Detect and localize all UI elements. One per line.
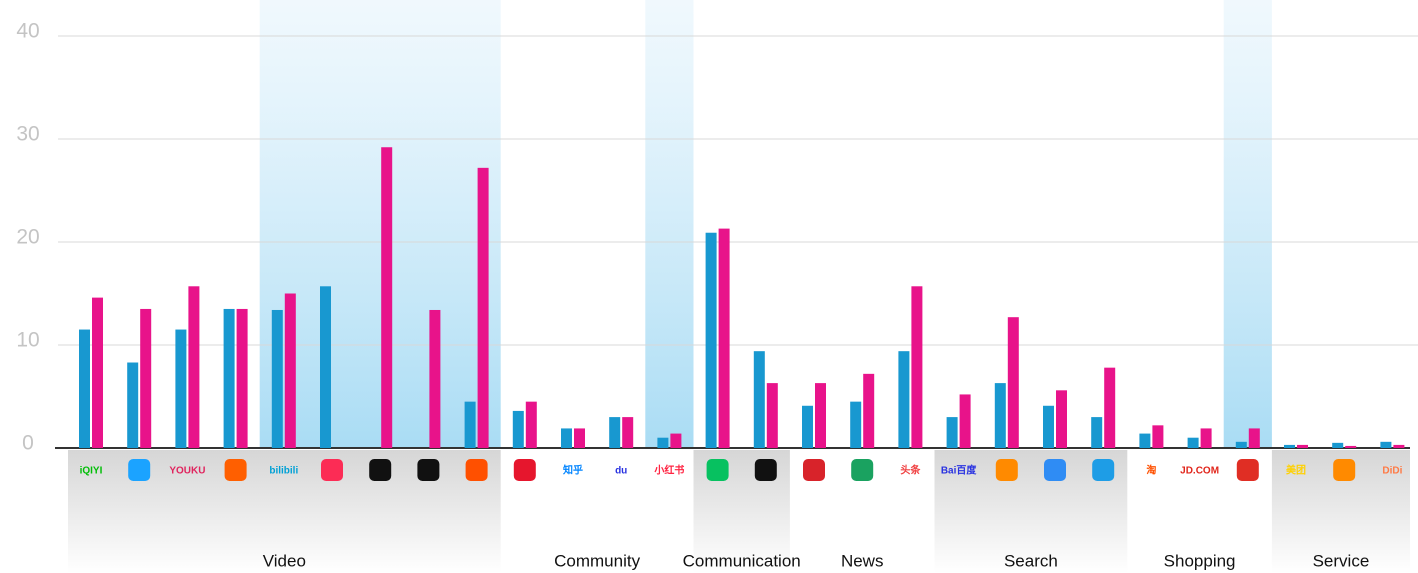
bar — [1249, 428, 1260, 448]
bar — [381, 147, 392, 448]
app-icon — [1092, 459, 1114, 481]
highlight-column — [1224, 0, 1272, 448]
app-icon — [996, 459, 1018, 481]
bar — [1380, 442, 1391, 448]
app-icon — [466, 459, 488, 481]
bar — [188, 286, 199, 448]
bar — [719, 229, 730, 448]
bar — [1104, 368, 1115, 448]
highlight-column — [645, 0, 693, 448]
bar — [1152, 425, 1163, 448]
bar — [1332, 443, 1343, 448]
bar — [320, 286, 331, 448]
bar — [670, 434, 681, 448]
bar — [140, 309, 151, 448]
y-tick-label: 10 — [16, 329, 39, 352]
bar — [1284, 445, 1295, 448]
app-icon — [225, 459, 247, 481]
bar — [1345, 446, 1356, 448]
y-tick-label: 30 — [16, 123, 39, 146]
bar — [574, 428, 585, 448]
group-label: News — [841, 551, 884, 570]
x-tick-label: bilibili — [269, 466, 298, 477]
y-tick-label: 20 — [16, 226, 39, 249]
bar — [706, 233, 717, 448]
bar — [754, 351, 765, 448]
app-icon — [851, 459, 873, 481]
bar — [1091, 417, 1102, 448]
app-icon — [1044, 459, 1066, 481]
y-tick-label: 40 — [16, 20, 39, 43]
x-tick-label: 小红书 — [653, 464, 684, 477]
bar — [1236, 442, 1247, 448]
group-label: Video — [263, 551, 306, 570]
x-tick-label: Bai百度 — [941, 464, 978, 477]
x-tick-label: YOUKU — [169, 466, 205, 477]
bar — [850, 402, 861, 448]
x-tick-label: 美团 — [1286, 464, 1306, 477]
x-tick-label: 知乎 — [562, 464, 583, 477]
app-icon — [1333, 459, 1355, 481]
bar — [898, 351, 909, 448]
group-label: Search — [1004, 551, 1058, 570]
bar — [272, 310, 283, 448]
bar — [1188, 438, 1199, 448]
app-icon — [1237, 459, 1259, 481]
x-tick-label: du — [615, 466, 627, 477]
bar — [609, 417, 620, 448]
background — [68, 0, 1410, 573]
bar — [429, 310, 440, 448]
group-label: Communication — [683, 551, 801, 570]
bar — [947, 417, 958, 448]
bar — [92, 298, 103, 448]
app-icon — [417, 459, 439, 481]
app-icon — [369, 459, 391, 481]
bar — [995, 383, 1006, 448]
bar — [767, 383, 778, 448]
app-icon — [755, 459, 777, 481]
app-icon — [803, 459, 825, 481]
bar — [1008, 317, 1019, 448]
bar — [1201, 428, 1212, 448]
bar — [175, 330, 186, 448]
bar — [1056, 390, 1067, 448]
app-icon — [707, 459, 729, 481]
group-label: Service — [1313, 551, 1370, 570]
x-tick-label: DiDi — [1382, 466, 1402, 477]
bar — [478, 168, 489, 448]
bar — [622, 417, 633, 448]
bar — [561, 428, 572, 448]
x-tick-label: iQIYI — [80, 466, 103, 477]
bar — [224, 309, 235, 448]
y-tick-label: 0 — [22, 432, 34, 455]
chart: Video Community Communication News Search Sho… — [0, 0, 1418, 573]
bar — [657, 438, 668, 448]
bar — [285, 294, 296, 449]
bar — [911, 286, 922, 448]
app-icon — [321, 459, 343, 481]
bar — [79, 330, 90, 448]
bar — [465, 402, 476, 448]
bar — [1139, 434, 1150, 448]
bar — [863, 374, 874, 448]
highlight-column — [260, 0, 501, 448]
bar — [1393, 445, 1404, 448]
bar — [1297, 445, 1308, 448]
x-tick-label: JD.COM — [1180, 466, 1219, 477]
bar — [802, 406, 813, 448]
app-icon — [514, 459, 536, 481]
bar — [960, 394, 971, 448]
bar — [815, 383, 826, 448]
app-icon — [128, 459, 150, 481]
bar — [237, 309, 248, 448]
bar — [1043, 406, 1054, 448]
group-label: Shopping — [1164, 551, 1236, 570]
group-label: Community — [554, 551, 640, 570]
bar — [127, 363, 138, 448]
bar — [526, 402, 537, 448]
bar — [513, 411, 524, 448]
x-tick-label: 淘 — [1146, 464, 1156, 477]
x-tick-label: 头条 — [900, 464, 921, 477]
